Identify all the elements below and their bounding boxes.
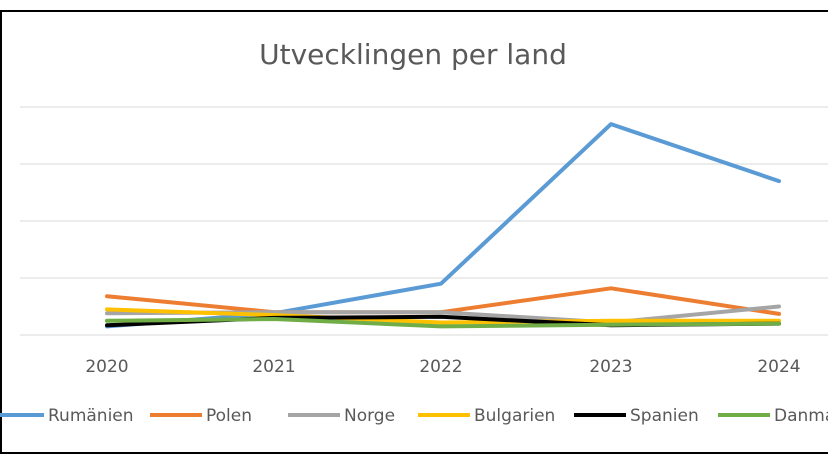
x-tick-label: 2021 bbox=[252, 357, 295, 377]
legend-item: Rumänien bbox=[0, 406, 134, 426]
series-lines bbox=[105, 122, 781, 329]
legend-label: Rumänien bbox=[48, 406, 134, 426]
series-line-rumänien bbox=[105, 122, 781, 329]
legend-label: Spanien bbox=[630, 406, 699, 426]
legend-item: Danmark bbox=[718, 406, 828, 426]
x-tick-label: 2022 bbox=[419, 357, 462, 377]
chart-frame bbox=[0, 10, 828, 454]
series-line-bulgarien bbox=[105, 307, 781, 325]
legend-item: Spanien bbox=[574, 406, 699, 426]
legend: Rumänien Polen Norge Bulgarien Spanien Danmar… bbox=[0, 406, 828, 426]
series-line-danmark bbox=[105, 317, 781, 329]
legend-label: Danmark bbox=[774, 406, 828, 426]
chart-title: Utvecklingen per land bbox=[259, 38, 567, 71]
legend-item: Norge bbox=[288, 406, 395, 426]
legend-item: Bulgarien bbox=[418, 406, 555, 426]
legend-label: Norge bbox=[344, 406, 395, 426]
series-line-polen bbox=[105, 286, 781, 316]
x-axis-ticks: 2020 2021 2022 2023 2024 bbox=[85, 357, 800, 377]
x-tick-label: 2024 bbox=[757, 357, 800, 377]
gridlines bbox=[20, 106, 828, 336]
x-tick-label: 2023 bbox=[589, 357, 632, 377]
legend-label: Bulgarien bbox=[474, 406, 555, 426]
x-tick-label: 2020 bbox=[85, 357, 128, 377]
legend-item: Polen bbox=[150, 406, 252, 426]
legend-label: Polen bbox=[206, 406, 252, 426]
